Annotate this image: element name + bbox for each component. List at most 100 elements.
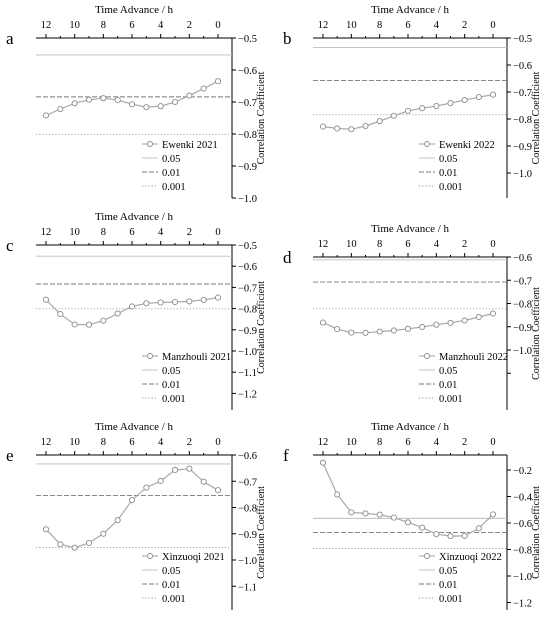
data-point (447, 100, 454, 107)
y-axis-title: Correlation Coefficient (256, 281, 267, 374)
data-point (433, 531, 440, 538)
data-point (362, 510, 369, 517)
legend-series-marker (147, 141, 153, 147)
y-tick-label: −0.9 (513, 142, 532, 153)
data-point (348, 509, 355, 516)
x-tick-label: 6 (405, 20, 410, 31)
data-point (404, 325, 412, 332)
chart-panel-d: d Time Advance / h 12 10 8 6 4 2 0 −0.6 −0.7 −0.8 −0… (283, 223, 542, 410)
data-point (157, 103, 164, 110)
y-tick-label: −0.7 (238, 283, 257, 294)
y-tick-label: −1.0 (513, 169, 532, 180)
legend-ref-label: 0.05 (439, 566, 457, 577)
x-tick-label: 8 (101, 437, 106, 448)
x-tick-label: 10 (346, 437, 357, 448)
data-point (475, 94, 482, 101)
legend-ref-label: 0.01 (439, 168, 457, 179)
data-point (419, 524, 426, 531)
legend-ref-label: 0.001 (162, 394, 186, 405)
data-point (390, 514, 397, 521)
y-tick-label: −0.6 (238, 262, 257, 273)
data-point (171, 98, 179, 106)
data-point (85, 539, 93, 546)
data-point (186, 465, 193, 472)
data-point (376, 328, 383, 335)
y-tick-label: −1.0 (513, 572, 532, 583)
data-point (128, 303, 136, 310)
data-point (128, 497, 136, 504)
y-tick-label: −0.6 (238, 451, 257, 462)
data-point (319, 319, 327, 326)
x-tick-label: 2 (462, 20, 467, 31)
data-point (42, 112, 50, 119)
data-point (447, 533, 454, 540)
data-point (376, 118, 383, 125)
data-point (114, 310, 121, 317)
data-point (334, 326, 341, 333)
legend-series-label: Xinzuoqi 2022 (439, 552, 502, 563)
data-point (143, 484, 150, 491)
y-tick-label: −0.8 (238, 504, 257, 515)
legend: Ewenki 2022 0.05 0.01 0.001 (419, 140, 495, 193)
x-tick-label: 10 (69, 437, 80, 448)
x-tick-label: 0 (490, 239, 495, 250)
x-tick-label: 6 (405, 239, 410, 250)
legend: Manzhouli 2021 0.05 0.01 0.001 (142, 352, 231, 405)
data-point (489, 310, 497, 317)
x-tick-label: 0 (490, 20, 495, 31)
chart-panel-c: c Time Advance / h 12 10 8 6 4 2 0 −0.5 −0.6 −0.7 −0… (6, 211, 267, 410)
x-tick-label: 10 (69, 227, 80, 238)
data-point (85, 321, 93, 328)
data-point (186, 298, 193, 305)
x-tick-label: 4 (158, 20, 164, 31)
data-point (214, 78, 222, 85)
y-tick-label: −0.9 (238, 162, 257, 173)
y-tick-label: −0.6 (513, 61, 532, 72)
series-line (45, 468, 219, 549)
y-tick-label: −0.9 (238, 326, 257, 337)
data-point (57, 311, 64, 318)
legend: Ewenki 2021 0.05 0.01 0.001 (142, 140, 218, 193)
legend-ref-label: 0.001 (439, 182, 463, 193)
x-tick-label: 10 (69, 20, 80, 31)
x-tick-label: 8 (377, 20, 382, 31)
top-axis-label: Time Advance / h (95, 211, 174, 223)
x-tick-label: 2 (187, 227, 192, 238)
data-point (157, 477, 164, 485)
data-point (100, 317, 107, 324)
legend-series-marker (424, 553, 430, 559)
x-tick-label: 2 (187, 20, 192, 31)
legend-series-marker (424, 141, 430, 147)
y-tick-label: −1.0 (238, 194, 257, 205)
data-point (433, 321, 440, 328)
top-axis-label: Time Advance / h (371, 223, 450, 235)
legend-ref-label: 0.05 (162, 366, 180, 377)
series-line (45, 80, 219, 116)
y-tick-label: −0.9 (513, 323, 532, 334)
y-tick-label: −0.5 (513, 34, 532, 45)
data-point (475, 525, 482, 532)
y-tick-label: −0.2 (513, 466, 532, 477)
panel-label: b (283, 29, 292, 48)
x-tick-label: 2 (462, 437, 467, 448)
y-tick-label: −0.8 (513, 115, 532, 126)
legend-ref-label: 0.05 (439, 366, 457, 377)
chart-panel-e: e Time Advance / h 12 10 8 6 4 2 0 −0.6 −0.7 −0.8 −0… (6, 421, 267, 610)
data-point (214, 294, 222, 301)
panel-label: f (283, 446, 289, 465)
data-point (489, 511, 497, 518)
data-point (319, 459, 327, 466)
x-tick-label: 0 (490, 437, 495, 448)
legend-ref-label: 0.05 (439, 154, 457, 165)
top-axis-label: Time Advance / h (371, 421, 450, 433)
x-tick-label: 8 (377, 239, 382, 250)
y-tick-label: −0.7 (238, 98, 257, 109)
x-tick-label: 12 (41, 227, 52, 238)
x-tick-label: 10 (346, 239, 357, 250)
x-tick-label: 12 (318, 20, 329, 31)
data-point (447, 319, 454, 326)
x-tick-label: 2 (462, 239, 467, 250)
y-tick-label: −1.0 (238, 556, 257, 567)
legend-ref-label: 0.01 (162, 380, 180, 391)
